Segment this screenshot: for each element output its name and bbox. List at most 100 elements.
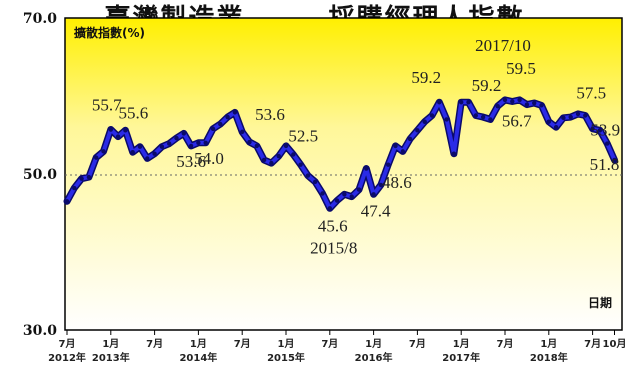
data-point xyxy=(210,126,216,131)
data-label: 51.8 xyxy=(590,155,620,174)
data-point xyxy=(94,155,99,160)
series-line xyxy=(65,97,617,211)
y-tick-label: 30.0 xyxy=(23,323,57,339)
data-point xyxy=(495,103,500,109)
x-tick-month: 1月 xyxy=(453,338,470,350)
data-point xyxy=(356,187,362,192)
y-tick-label: 50.0 xyxy=(23,167,57,183)
data-point xyxy=(218,121,223,127)
data-label: 54.0 xyxy=(194,149,224,168)
x-axis-label: 日期 xyxy=(588,295,612,310)
x-tick-month: 7月 xyxy=(234,338,251,350)
data-point xyxy=(269,160,274,166)
data-point xyxy=(422,119,427,124)
x-tick-year: 2013年 xyxy=(92,351,130,364)
data-label: 48.6 xyxy=(382,173,412,192)
data-point xyxy=(429,113,435,118)
x-tick-month: 7月 xyxy=(321,338,338,350)
data-point xyxy=(108,127,114,132)
data-label: 57.5 xyxy=(576,84,606,103)
x-tick-year: 2017年 xyxy=(442,351,480,364)
data-point xyxy=(590,126,595,131)
data-label: 59.2 xyxy=(472,76,502,95)
plot-area xyxy=(64,17,623,331)
data-point xyxy=(524,102,530,107)
data-label: 2017/10 xyxy=(475,36,531,55)
data-point xyxy=(327,206,332,211)
data-point xyxy=(86,174,92,180)
data-point xyxy=(254,143,259,149)
data-point xyxy=(320,191,325,196)
data-point xyxy=(364,166,369,171)
data-point xyxy=(137,144,143,149)
data-point xyxy=(444,117,449,122)
x-tick-month: 1月 xyxy=(278,338,295,350)
data-point xyxy=(605,141,610,146)
x-tick-month: 7月 xyxy=(584,338,601,350)
data-point xyxy=(174,135,179,141)
data-point xyxy=(291,152,296,157)
data-point xyxy=(583,113,588,118)
data-label: 59.2 xyxy=(411,68,441,87)
data-point xyxy=(79,176,84,181)
y-axis-label: 擴散指數(%) xyxy=(74,25,145,40)
data-point xyxy=(247,139,252,145)
data-point xyxy=(451,151,457,156)
data-point xyxy=(459,100,464,105)
data-point xyxy=(298,162,303,167)
data-label: 55.6 xyxy=(119,103,149,122)
data-point xyxy=(196,140,201,145)
data-point xyxy=(115,134,121,139)
x-tick-month: 7月 xyxy=(59,338,76,350)
data-point xyxy=(72,185,77,191)
data-point xyxy=(546,119,551,124)
data-point xyxy=(575,111,581,117)
data-point xyxy=(532,100,537,106)
x-tick-month: 1月 xyxy=(102,338,119,350)
x-tick-year: 2016年 xyxy=(355,351,393,364)
x-tick-month: 7月 xyxy=(409,338,426,350)
data-point xyxy=(240,129,245,135)
data-point xyxy=(349,194,354,199)
x-tick-year: 2014年 xyxy=(179,351,217,364)
data-point xyxy=(203,140,208,145)
data-point xyxy=(181,131,186,136)
data-point xyxy=(188,143,194,149)
x-tick-month: 7月 xyxy=(497,338,514,350)
data-label: 52.5 xyxy=(288,127,318,146)
data-point xyxy=(400,149,405,154)
data-point xyxy=(466,100,471,105)
data-point xyxy=(130,149,135,155)
data-point xyxy=(561,115,566,121)
data-point xyxy=(393,143,398,149)
x-tick-year: 2015年 xyxy=(267,351,305,364)
x-tick-month: 1月 xyxy=(540,338,557,350)
data-point xyxy=(510,99,515,104)
x-tick-month: 1月 xyxy=(365,338,382,350)
data-point xyxy=(313,179,318,184)
data-label: 45.6 xyxy=(318,216,348,235)
data-point xyxy=(437,100,442,105)
data-point xyxy=(612,157,617,163)
data-point xyxy=(539,103,544,108)
data-point xyxy=(261,157,267,163)
data-point xyxy=(480,114,486,120)
data-label: 59.5 xyxy=(506,59,536,78)
data-point xyxy=(334,198,340,203)
data-point xyxy=(145,156,150,161)
x-tick-month: 7月 xyxy=(146,338,163,350)
data-point xyxy=(415,128,420,133)
data-point xyxy=(517,97,522,103)
data-label: 2015/8 xyxy=(310,238,357,257)
data-point xyxy=(283,143,289,149)
data-point xyxy=(568,114,573,120)
data-label: 53.6 xyxy=(255,105,285,124)
y-tick-label: 70.0 xyxy=(23,11,57,27)
data-point xyxy=(232,110,238,115)
data-point xyxy=(502,97,508,103)
data-point xyxy=(167,141,172,146)
x-tick-year: 2018年 xyxy=(530,351,568,364)
data-point xyxy=(407,136,413,142)
data-point xyxy=(488,117,493,122)
data-label: 53.9 xyxy=(590,121,620,140)
